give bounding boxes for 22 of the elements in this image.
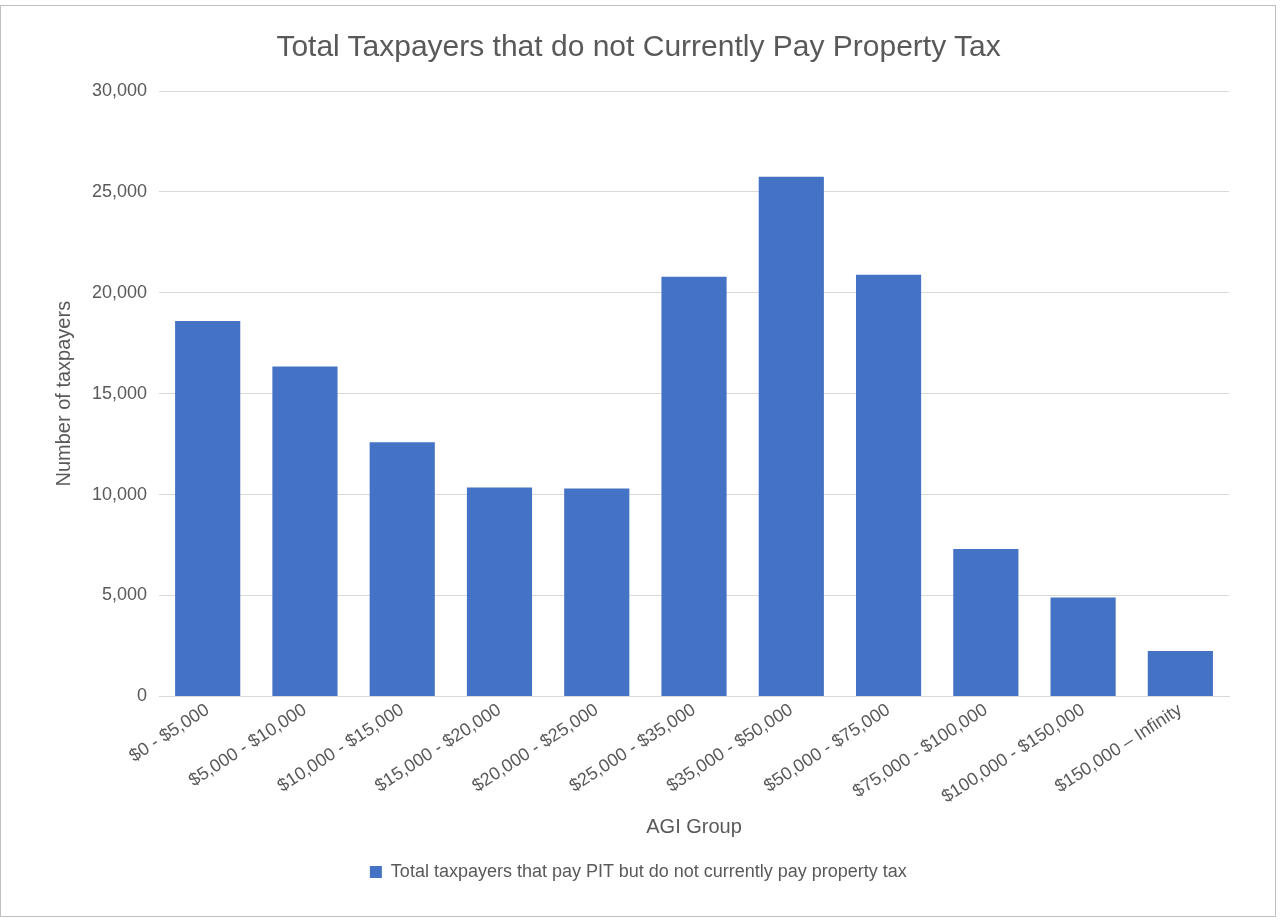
y-tick-label: 25,000: [91, 180, 148, 201]
y-axis-title: Number of taxpayers: [51, 300, 74, 487]
bar: [953, 549, 1019, 696]
chart-title: Total Taxpayers that do not Currently Pay Property Tax: [276, 29, 1001, 63]
bar: [758, 176, 824, 696]
bar: [1050, 597, 1116, 696]
bar: [272, 366, 338, 696]
bar: [466, 487, 533, 696]
bar: [564, 488, 630, 696]
y-tick-label: 15,000: [91, 382, 148, 403]
legend-label: Total taxpayers that pay PIT but do not currently pay property tax: [390, 860, 907, 881]
bar: [661, 276, 727, 696]
x-axis-title: AGI Group: [646, 814, 742, 837]
bar: [855, 274, 922, 696]
y-tick-label: 10,000: [91, 483, 148, 504]
y-tick-label: 0: [137, 685, 148, 706]
bar: [369, 442, 435, 696]
y-tick-label: 30,000: [91, 79, 148, 100]
bar: [1147, 650, 1213, 696]
bar: [175, 321, 241, 696]
y-tick-label: 5,000: [102, 584, 148, 605]
y-tick-label: 20,000: [91, 281, 148, 302]
